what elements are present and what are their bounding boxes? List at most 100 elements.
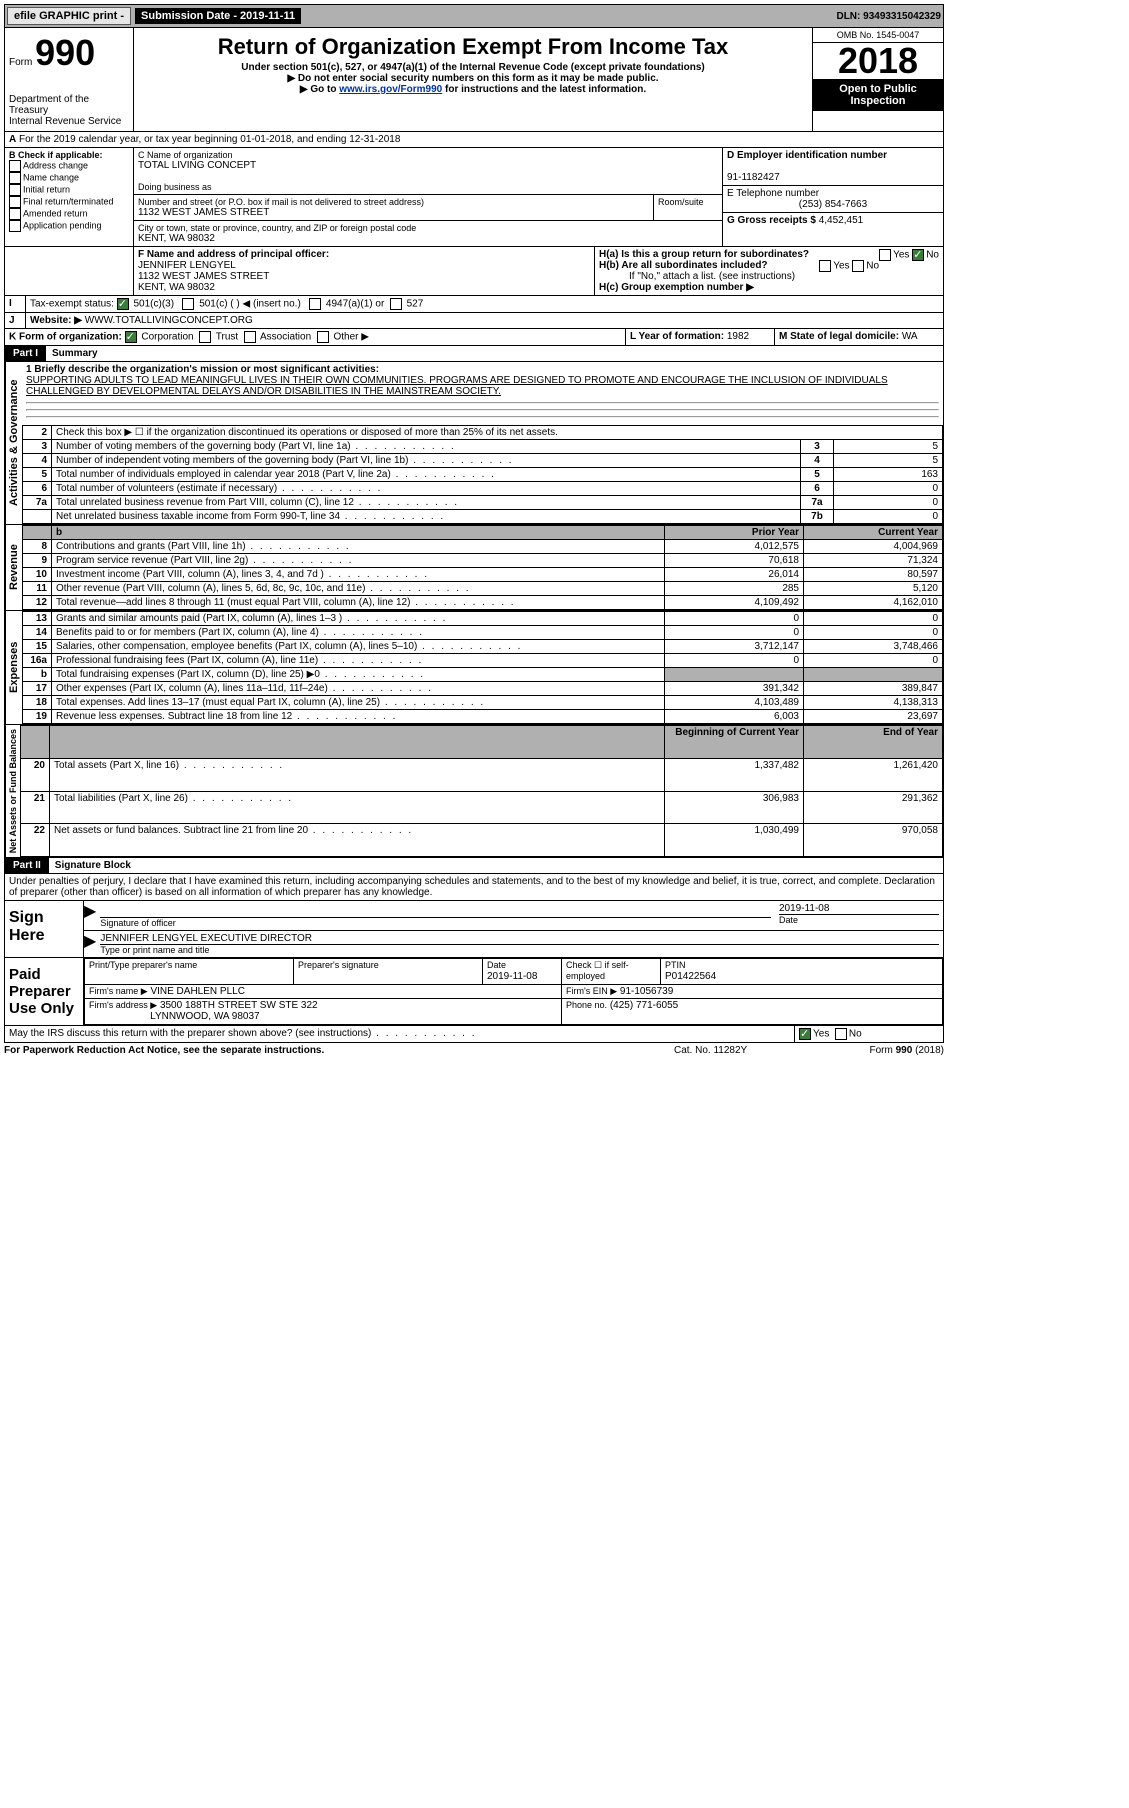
- i-opt4: 527: [407, 299, 424, 310]
- table-row: bTotal fundraising expenses (Part IX, co…: [23, 668, 943, 682]
- k-corp: Corporation: [141, 332, 193, 343]
- tax-year: 2018: [813, 43, 943, 79]
- table-row: 19Revenue less expenses. Subtract line 1…: [23, 710, 943, 724]
- l-label: L Year of formation:: [630, 331, 724, 342]
- sig-date: 2019-11-08: [779, 903, 939, 914]
- table-row: 12Total revenue—add lines 8 through 11 (…: [23, 596, 943, 610]
- k-trust: Trust: [216, 332, 238, 343]
- table-row: 13Grants and similar amounts paid (Part …: [23, 612, 943, 626]
- l4-val: 5: [834, 454, 943, 468]
- l6-text: Total number of volunteers (estimate if …: [52, 482, 801, 496]
- gross-receipts: 4,452,451: [819, 215, 864, 226]
- period-a: For the 2019 calendar year, or tax year …: [19, 134, 291, 145]
- col-begin: Beginning of Current Year: [675, 727, 799, 738]
- form-number: 990: [35, 32, 95, 73]
- footer-center: Cat. No. 11282Y: [674, 1045, 824, 1056]
- l7b-val: 0: [834, 510, 943, 524]
- col-current: Current Year: [878, 527, 938, 538]
- footer: For Paperwork Reduction Act Notice, see …: [4, 1043, 944, 1058]
- declaration: Under penalties of perjury, I declare th…: [4, 874, 944, 901]
- opt-final: Final return/terminated: [23, 196, 114, 206]
- discuss-text: May the IRS discuss this return with the…: [5, 1026, 795, 1042]
- part1-title: Summary: [46, 346, 104, 361]
- form990-link[interactable]: www.irs.gov/Form990: [339, 84, 442, 95]
- website-value: WWW.TOTALLIVINGCONCEPT.ORG: [85, 315, 253, 326]
- l3-val: 5: [834, 440, 943, 454]
- officer-name-title: JENNIFER LENGYEL EXECUTIVE DIRECTOR: [100, 933, 939, 945]
- tax-exempt-row: I Tax-exempt status: 501(c)(3) 501(c) ( …: [4, 296, 944, 313]
- table-row: 14Benefits paid to or for members (Part …: [23, 626, 943, 640]
- firm-ein-label: Firm's EIN ▶: [566, 986, 617, 996]
- prep-sig-label: Preparer's signature: [298, 960, 379, 970]
- firm-addr1: 3500 188TH STREET SW STE 322: [160, 1000, 318, 1011]
- opt-address: Address change: [23, 160, 88, 170]
- box-b-label: B Check if applicable:: [9, 150, 103, 160]
- sign-here-label: Sign Here: [5, 901, 84, 957]
- l7a-val: 0: [834, 496, 943, 510]
- l7b-box: 7b: [801, 510, 834, 524]
- table-row: 18Total expenses. Add lines 13–17 (must …: [23, 696, 943, 710]
- l4-text: Number of independent voting members of …: [52, 454, 801, 468]
- ptin-label: PTIN: [665, 960, 686, 970]
- i-opt1: 501(c)(3): [133, 299, 174, 310]
- table-row: 15Salaries, other compensation, employee…: [23, 640, 943, 654]
- m-value: WA: [902, 331, 918, 342]
- period-row: A For the 2019 calendar year, or tax yea…: [4, 132, 944, 148]
- side-revenue: Revenue: [5, 525, 22, 610]
- m-label: M State of legal domicile:: [779, 331, 899, 342]
- g-label: G Gross receipts $: [727, 215, 816, 226]
- footer-right: Form 990 (2018): [824, 1045, 944, 1056]
- officer-block: F Name and address of principal officer:…: [4, 247, 944, 296]
- table-row: 16aProfessional fundraising fees (Part I…: [23, 654, 943, 668]
- l4-box: 4: [801, 454, 834, 468]
- check-self: Check ☐ if self-employed: [566, 960, 629, 981]
- prep-date-label: Date: [487, 960, 506, 970]
- i-label: Tax-exempt status:: [30, 299, 114, 310]
- side-activities: Activities & Governance: [5, 362, 22, 524]
- firm-addr2: LYNNWOOD, WA 98037: [150, 1011, 259, 1022]
- inspect-1: Open to Public: [817, 83, 939, 95]
- dln-label: DLN: 93493315042329: [836, 11, 941, 22]
- preparer-block: Paid Preparer Use Only Print/Type prepar…: [4, 958, 944, 1026]
- city-label: City or town, state or province, country…: [138, 223, 718, 233]
- l5-box: 5: [801, 468, 834, 482]
- i-opt2: 501(c) ( ) ◀ (insert no.): [199, 299, 301, 310]
- irs-label: Internal Revenue Service: [9, 116, 129, 127]
- phone-label: Phone no.: [566, 1000, 607, 1010]
- l7a-text: Total unrelated business revenue from Pa…: [52, 496, 801, 510]
- ha-yes: Yes: [893, 250, 909, 261]
- table-row: 10Investment income (Part VIII, column (…: [23, 568, 943, 582]
- form-header: Form 990 Department of the Treasury Inte…: [4, 28, 944, 132]
- prep-name-label: Print/Type preparer's name: [89, 960, 197, 970]
- ha-no: No: [926, 250, 939, 261]
- org-name: TOTAL LIVING CONCEPT: [138, 160, 718, 171]
- hb-note: If "No," attach a list. (see instruction…: [599, 271, 939, 282]
- l-value: 1982: [727, 331, 749, 342]
- sig-officer-label: Signature of officer: [100, 917, 771, 928]
- klm-row: K Form of organization: Corporation Trus…: [4, 329, 944, 346]
- submission-date: Submission Date - 2019-11-11: [135, 8, 301, 24]
- col-end: End of Year: [883, 727, 938, 738]
- table-row: 22Net assets or fund balances. Subtract …: [21, 824, 943, 857]
- officer-name: JENNIFER LENGYEL: [138, 260, 236, 271]
- part2-hdr: Part II: [5, 858, 49, 873]
- org-city: KENT, WA 98032: [138, 233, 718, 244]
- officer-addr2: KENT, WA 98032: [138, 282, 215, 293]
- part1-hdr: Part I: [5, 346, 46, 361]
- form-title: Return of Organization Exempt From Incom…: [142, 34, 804, 60]
- l6-box: 6: [801, 482, 834, 496]
- opt-name: Name change: [23, 172, 79, 182]
- k-other: Other ▶: [333, 332, 368, 343]
- table-row: 21Total liabilities (Part X, line 26)306…: [21, 791, 943, 824]
- type-label: Type or print name and title: [100, 945, 939, 955]
- side-expenses: Expenses: [5, 611, 22, 724]
- j-label: Website: ▶: [30, 315, 82, 326]
- opt-amended: Amended return: [23, 208, 88, 218]
- firm-ein: 91-1056739: [620, 986, 673, 997]
- l3-text: Number of voting members of the governin…: [52, 440, 801, 454]
- firm-name-label: Firm's name ▶: [89, 986, 148, 996]
- k-label: K Form of organization:: [9, 332, 122, 343]
- l6-val: 0: [834, 482, 943, 496]
- form-label: Form: [9, 57, 32, 68]
- ha-label: H(a) Is this a group return for subordin…: [599, 249, 809, 260]
